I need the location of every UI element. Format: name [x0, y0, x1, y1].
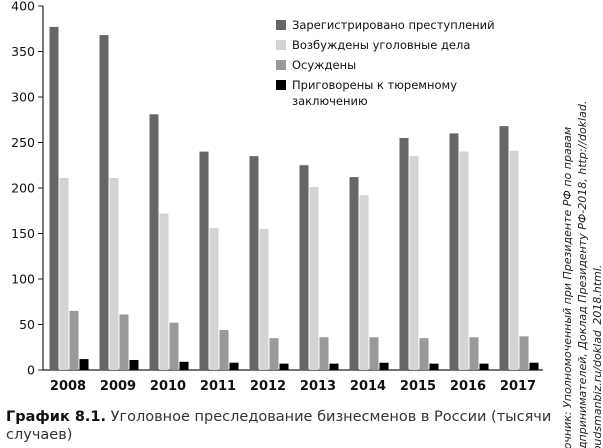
bar-2008-series-1: [49, 26, 59, 371]
bar-2010-series-2: [159, 213, 169, 370]
bar-2016-series-1: [449, 133, 459, 370]
bar-2014-series-4: [379, 362, 389, 370]
x-tick-label: 2010: [150, 379, 186, 394]
bar-2009-series-1: [99, 35, 109, 371]
bar-2008-series-3: [69, 310, 79, 370]
bar-2008-series-2: [59, 177, 69, 370]
legend: Зарегистрировано преступлений Возбуждены …: [276, 18, 495, 108]
y-tick-label: 50: [19, 317, 35, 332]
bar-2011-series-4: [229, 362, 239, 370]
source-line-2: предпринимателей, Доклад Президенту РФ-2…: [576, 101, 589, 448]
bar-2011-series-2: [209, 228, 219, 370]
x-tick-label: 2016: [450, 379, 486, 394]
bar-2009-series-4: [129, 359, 139, 370]
y-tick-label: 200: [11, 181, 35, 196]
bar-2015-series-3: [419, 338, 429, 370]
bars: [49, 26, 539, 371]
bar-2010-series-1: [149, 114, 159, 370]
bar-2012-series-3: [269, 338, 279, 370]
bar-2009-series-3: [119, 314, 129, 370]
bar-2017-series-4: [529, 362, 539, 370]
y-tick-label: 100: [11, 272, 35, 287]
bar-2015-series-1: [399, 137, 409, 370]
bar-2008-series-4: [79, 359, 89, 370]
y-tick-label: 150: [11, 226, 35, 241]
caption-label: График 8.1.: [6, 409, 107, 425]
bar-2014-series-1: [349, 177, 359, 370]
bar-2009-series-2: [109, 177, 119, 370]
legend-label: Приговорены к тюремному: [292, 78, 457, 92]
x-tick-label: 2017: [500, 379, 536, 394]
bar-2011-series-1: [199, 151, 209, 370]
bar-2017-series-2: [509, 150, 519, 370]
legend-label: заключению: [292, 94, 368, 108]
bar-2013-series-1: [299, 165, 309, 370]
bar-2013-series-3: [319, 337, 329, 370]
caption-text: Уголовное преследование бизнесменов в Ро…: [6, 409, 552, 443]
y-tick-label: 0: [27, 363, 35, 378]
x-tick-label: 2012: [250, 379, 286, 394]
legend-swatch: [276, 20, 286, 30]
x-tick-label: 2009: [100, 379, 136, 394]
bar-2014-series-3: [369, 337, 379, 370]
x-tick-label: 2014: [350, 379, 386, 394]
legend-label: Возбуждены уголовные дела: [292, 38, 470, 52]
x-tick-label: 2011: [200, 379, 236, 394]
y-tick-label: 300: [11, 90, 35, 105]
x-tick-label: 2013: [300, 379, 336, 394]
bar-2013-series-2: [309, 187, 319, 370]
x-tick-label: 2008: [50, 379, 86, 394]
legend-swatch: [276, 60, 286, 70]
source-line-3: ombudsmanbiz.ru/doklad_2018.html.: [591, 265, 603, 448]
bar-2015-series-2: [409, 156, 419, 370]
bar-2016-series-3: [469, 337, 479, 370]
x-tick-label: 2015: [400, 379, 436, 394]
bar-2016-series-4: [479, 363, 489, 370]
bar-2012-series-4: [279, 363, 289, 370]
bar-2013-series-4: [329, 363, 339, 370]
bar-2017-series-3: [519, 336, 529, 370]
source-note: Источник: Уполномоченный при Президенте …: [561, 101, 603, 448]
bar-2015-series-4: [429, 363, 439, 370]
legend-swatch: [276, 80, 286, 90]
bar-2016-series-2: [459, 151, 469, 370]
y-tick-label: 250: [11, 135, 35, 150]
chart-caption: График 8.1. Уголовное преследование бизн…: [6, 408, 596, 444]
bar-2011-series-3: [219, 329, 229, 370]
bar-2012-series-1: [249, 156, 259, 370]
bar-2010-series-4: [179, 361, 189, 370]
bar-2010-series-3: [169, 322, 179, 370]
source-line-1: Источник: Уполномоченный при Президенте …: [561, 127, 574, 448]
bar-2012-series-2: [259, 228, 269, 370]
bar-2014-series-2: [359, 195, 369, 370]
y-tick-label: 350: [11, 44, 35, 59]
tick-labels: 0 50 100 150 200 250 300 350 400 2008 2009 2010 2011…: [11, 0, 536, 394]
bar-2017-series-1: [499, 126, 509, 371]
legend-label: Осуждены: [292, 58, 356, 72]
legend-swatch: [276, 40, 286, 50]
legend-label: Зарегистрировано преступлений: [292, 18, 495, 32]
y-tick-label: 400: [11, 0, 35, 14]
